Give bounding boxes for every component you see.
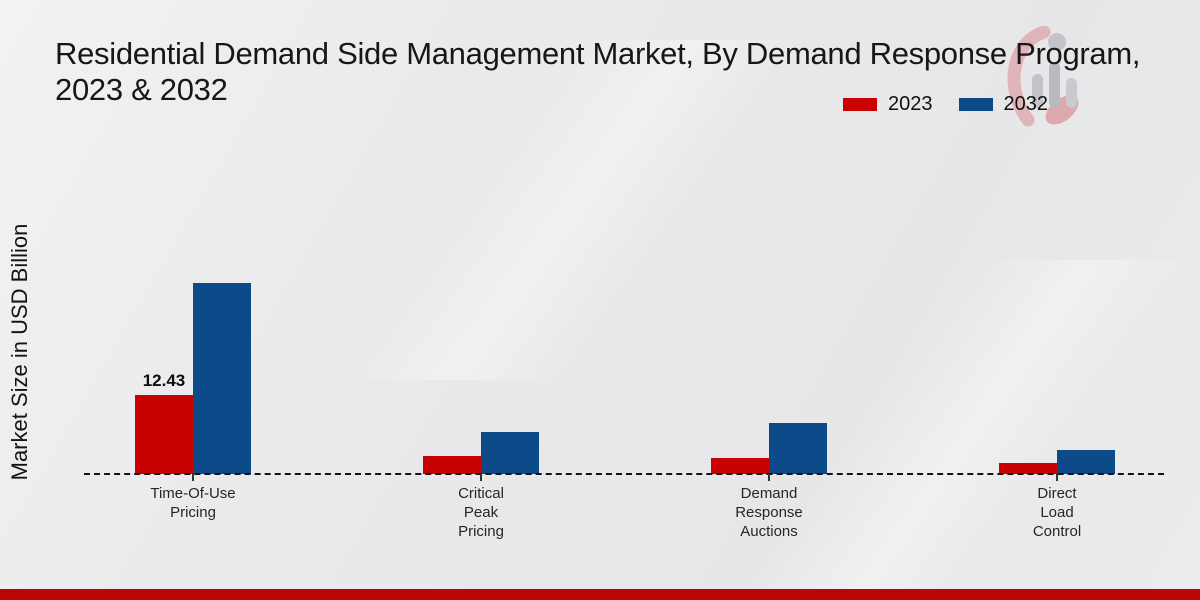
bar-2023-demand-response-auctions [711, 458, 769, 474]
category-label-line: Demand [740, 485, 798, 502]
bar-2023-time-of-use-pricing [135, 395, 193, 474]
x-axis-tick [480, 474, 482, 481]
x-axis-tick [768, 474, 770, 481]
legend-swatch-2023 [843, 98, 877, 111]
x-axis-baseline [84, 473, 1164, 475]
legend-label: 2023 [888, 93, 933, 115]
bar-2032-direct-load-control [1057, 450, 1115, 474]
chart-watermark-logo [1002, 25, 1094, 133]
chart-title-line2: 2023 & 2032 [55, 72, 228, 107]
category-label-line: Pricing [458, 523, 504, 540]
legend-label: 2032 [1003, 93, 1049, 115]
category-label-line: Response [735, 504, 803, 521]
category-label-line: Peak [463, 504, 499, 521]
category-label-demand-response-auctions: Demand Response Auctions [689, 484, 849, 541]
bar-2023-direct-load-control [999, 463, 1057, 474]
y-axis-label: Market Size in USD Billion [7, 223, 32, 481]
category-label-line: Control [1032, 523, 1082, 540]
watermark-logo-graphic [1007, 25, 1079, 127]
chart-legend: 2023 2032 [843, 93, 1048, 116]
bar-2023-critical-peak-pricing [423, 456, 481, 474]
x-axis-tick [192, 474, 194, 481]
footer-accent-band [0, 589, 1200, 600]
legend-item-2032: 2032 [958, 93, 1049, 116]
category-label-line: Direct [1037, 485, 1077, 502]
x-axis-tick [1056, 474, 1058, 481]
category-label-line: Time-Of-Use [150, 485, 236, 502]
legend-item-2023: 2023 [843, 93, 933, 116]
category-label-line: Critical [458, 485, 504, 502]
bar-2032-critical-peak-pricing [481, 432, 539, 474]
legend-swatch-2032 [958, 98, 993, 111]
category-label-direct-load-control: Direct Load Control [977, 484, 1137, 541]
category-label-line: Auctions [740, 523, 798, 540]
category-label-line: Load [1040, 504, 1074, 521]
category-label-line: Pricing [170, 504, 216, 521]
category-label-time-of-use-pricing: Time-Of-Use Pricing [113, 484, 273, 522]
category-label-critical-peak-pricing: Critical Peak Pricing [401, 484, 561, 541]
bar-2032-demand-response-auctions [769, 423, 827, 474]
bar-2032-time-of-use-pricing [193, 283, 251, 474]
chart-title-line1: Residential Demand Side Management Marke… [55, 36, 1141, 71]
chart-title: Residential Demand Side Management Marke… [55, 36, 1200, 108]
bar-value-label-2023-time-of-use-pricing: 12.43 [142, 371, 186, 390]
